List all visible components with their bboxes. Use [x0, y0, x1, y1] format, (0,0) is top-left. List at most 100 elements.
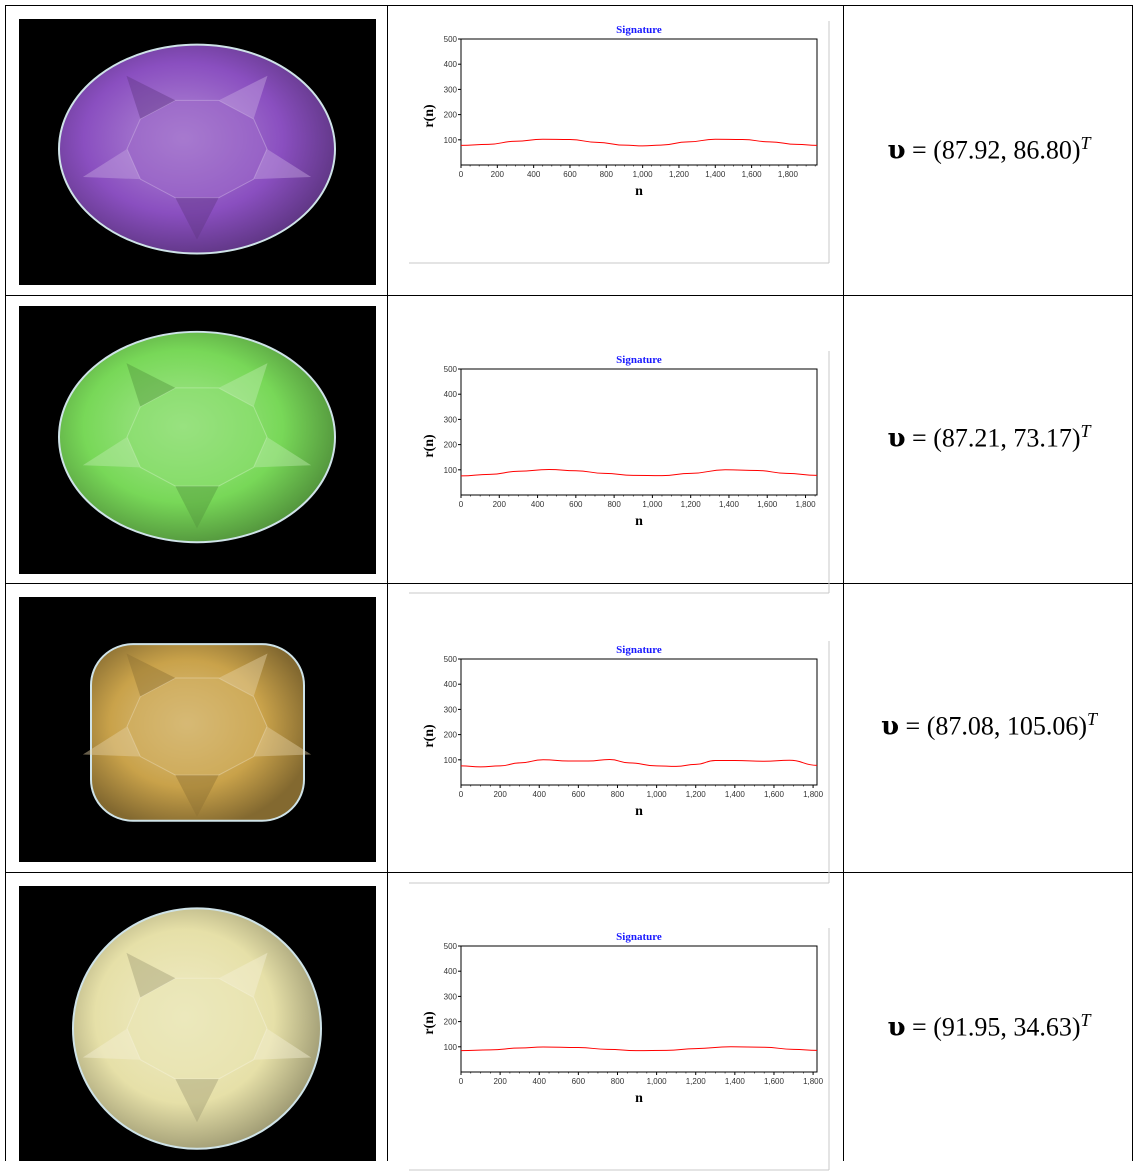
upsilon-symbol: υ	[880, 711, 900, 742]
y-tick-label: 200	[444, 441, 458, 450]
plot-area	[460, 38, 818, 166]
transpose-superscript: T	[1087, 709, 1098, 729]
y-tick-label: 100	[444, 136, 458, 145]
x-axis-label: n	[635, 184, 643, 199]
y-tick-label: 500	[444, 365, 458, 374]
y-tick-label: 400	[444, 967, 458, 976]
signature-series-line	[460, 1046, 818, 1052]
y-axis-label: r(n)	[422, 104, 437, 128]
x-tick-label: 1,200	[686, 1077, 707, 1086]
feature-vector: υ = (87.92, 86.80)T	[845, 133, 1133, 166]
signature-series-line	[460, 469, 818, 477]
signature-chart-svg: Signature 100 200 300 400 500 0 200 400 600 800 1,0…	[409, 928, 830, 1171]
x-tick-label: 1,000	[633, 170, 654, 179]
purple-oval-gemstone	[19, 19, 376, 285]
green-oval-gemstone	[19, 306, 376, 574]
y-axis-label: r(n)	[422, 434, 437, 458]
signature-series-line	[460, 138, 818, 147]
equals-sign: =	[905, 135, 934, 165]
x-tick-label: 1,600	[764, 1077, 785, 1086]
table-border-right	[1132, 5, 1133, 1161]
x-tick-label: 200	[493, 1077, 507, 1086]
table-border-top	[5, 5, 1133, 6]
vector-value: (87.92, 86.80)	[933, 135, 1081, 165]
y-tick-label: 300	[444, 85, 458, 94]
signature-chart-svg: Signature 100 200 300 400 500 0 200 400 600 800 1,0…	[409, 21, 830, 264]
equals-sign: =	[905, 1012, 934, 1042]
amber-cushion-gemstone	[19, 597, 376, 862]
gemstone-picture	[72, 907, 322, 1150]
y-tick-label: 400	[444, 390, 458, 399]
x-tick-label: 1,600	[764, 790, 785, 799]
y-tick-label: 400	[444, 680, 458, 689]
x-tick-label: 200	[493, 790, 507, 799]
y-tick-label: 400	[444, 60, 458, 69]
y-tick-label: 100	[444, 756, 458, 765]
x-tick-label: 1,800	[778, 170, 799, 179]
chart-title: Signature	[616, 644, 662, 656]
x-tick-label: 600	[572, 790, 586, 799]
y-tick-label: 100	[444, 1043, 458, 1052]
table-border-left	[5, 5, 6, 1161]
feature-vector: υ = (87.21, 73.17)T	[845, 421, 1133, 454]
y-tick-label: 300	[444, 415, 458, 424]
table-row: Signature 100 200 300 400 500 0 200 400 600 800 1,0…	[5, 5, 1133, 295]
equals-sign: =	[899, 711, 927, 741]
vector-value: (87.21, 73.17)	[933, 423, 1081, 453]
y-tick-label: 500	[444, 35, 458, 44]
x-tick-label: 400	[533, 790, 547, 799]
x-tick-label: 800	[611, 790, 625, 799]
x-tick-label: 1,000	[647, 1077, 668, 1086]
y-tick-label: 300	[444, 992, 458, 1001]
table-row: Signature 100 200 300 400 500 0 200 400 600 800 1,0…	[5, 872, 1133, 1171]
y-tick-label: 200	[444, 1018, 458, 1027]
chart-title: Signature	[616, 354, 662, 366]
x-tick-label: 400	[531, 500, 545, 509]
x-tick-label: 800	[600, 170, 614, 179]
x-axis-label: n	[635, 1091, 643, 1106]
table-row: Signature 100 200 300 400 500 0 200 400 600 800 1,0…	[5, 295, 1133, 594]
x-tick-label: 1,800	[796, 500, 817, 509]
signature-chart: Signature 100 200 300 400 500 0 200 400 600 800 1,0…	[403, 639, 833, 885]
plot-area	[460, 368, 818, 496]
x-tick-label: 1,200	[681, 500, 702, 509]
x-tick-label: 400	[533, 1077, 547, 1086]
table-row: Signature 100 200 300 400 500 0 200 400 600 800 1,0…	[5, 583, 1133, 884]
plot-area	[460, 658, 818, 786]
x-tick-label: 800	[607, 500, 621, 509]
transpose-superscript: T	[1080, 133, 1091, 153]
plot-area	[460, 945, 818, 1073]
upsilon-symbol: υ	[887, 1012, 906, 1043]
upsilon-symbol: υ	[887, 135, 906, 166]
x-axis-label: n	[635, 514, 643, 529]
signature-chart: Signature 100 200 300 400 500 0 200 400 600 800 1,0…	[403, 19, 833, 265]
y-tick-label: 300	[444, 705, 458, 714]
row-divider	[5, 295, 1133, 296]
x-tick-label: 1,400	[725, 790, 746, 799]
signature-chart-svg: Signature 100 200 300 400 500 0 200 400 600 800 1,0…	[409, 351, 830, 594]
x-tick-label: 1,600	[757, 500, 778, 509]
signature-series-line	[460, 759, 818, 768]
x-tick-label: 1,200	[686, 790, 707, 799]
x-tick-label: 1,800	[803, 1077, 824, 1086]
y-axis-label: r(n)	[422, 1011, 437, 1035]
x-tick-label: 200	[493, 500, 507, 509]
vector-value: (91.95, 34.63)	[933, 1012, 1081, 1042]
x-tick-label: 400	[527, 170, 541, 179]
x-tick-label: 1,400	[705, 170, 726, 179]
vector-value: (87.08, 105.06)	[926, 711, 1088, 741]
gemstone-table: Signature 100 200 300 400 500 0 200 400 600 800 1,0…	[5, 5, 1133, 1171]
column-divider	[843, 5, 844, 1161]
x-tick-label: 1,600	[742, 170, 763, 179]
gemstone-picture	[82, 643, 312, 822]
x-tick-label: 200	[491, 170, 505, 179]
x-tick-label: 1,000	[642, 500, 663, 509]
x-tick-label: 0	[459, 170, 464, 179]
x-tick-label: 600	[569, 500, 583, 509]
chart-title: Signature	[616, 931, 662, 943]
gemstone-picture	[58, 330, 336, 544]
signature-chart-svg: Signature 100 200 300 400 500 0 200 400 600 800 1,0…	[409, 641, 830, 884]
y-tick-label: 500	[444, 942, 458, 951]
feature-vector: υ = (87.08, 105.06)T	[845, 709, 1133, 742]
chart-title: Signature	[616, 24, 662, 36]
